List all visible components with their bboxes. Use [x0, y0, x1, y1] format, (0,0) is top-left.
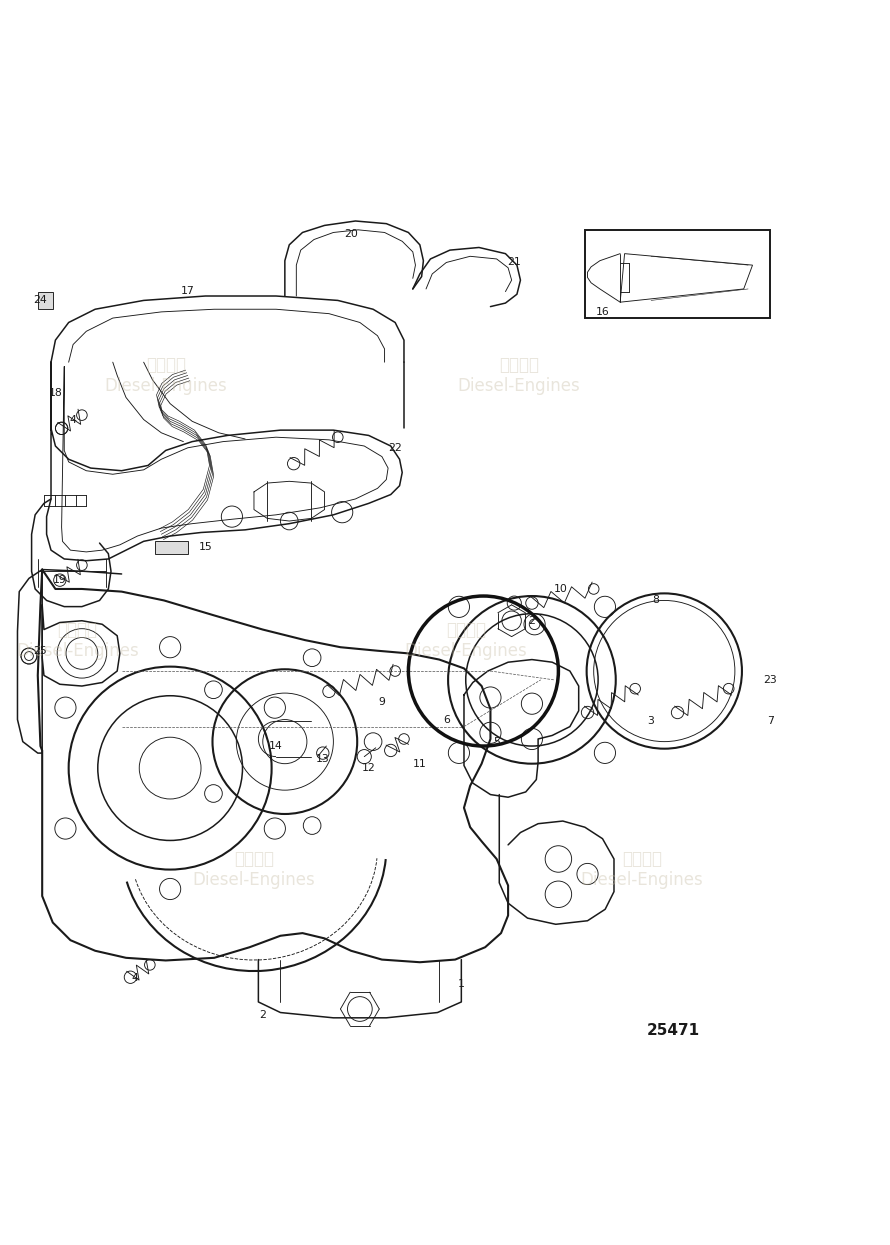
Text: 3: 3: [648, 716, 654, 726]
Text: 10: 10: [554, 584, 568, 594]
Text: 7: 7: [767, 716, 773, 726]
Text: 25471: 25471: [646, 1022, 700, 1037]
Text: 2: 2: [529, 616, 536, 626]
Text: 6: 6: [443, 715, 449, 725]
Text: 2: 2: [259, 1010, 266, 1020]
Bar: [585, 230, 770, 317]
Text: 13: 13: [316, 754, 329, 764]
Text: 紫发动力
Diesel-Engines: 紫发动力 Diesel-Engines: [16, 621, 139, 660]
Text: 4: 4: [132, 974, 138, 984]
Text: 17: 17: [181, 285, 195, 296]
Polygon shape: [620, 254, 753, 303]
Text: 21: 21: [507, 258, 522, 268]
Polygon shape: [37, 291, 53, 309]
Text: 8: 8: [652, 595, 659, 605]
Text: 24: 24: [34, 295, 47, 305]
Text: 紫发动力
Diesel-Engines: 紫发动力 Diesel-Engines: [457, 356, 580, 395]
Text: 4: 4: [69, 415, 77, 425]
Text: 18: 18: [49, 388, 62, 398]
Text: 紫发动力
Diesel-Engines: 紫发动力 Diesel-Engines: [581, 850, 704, 889]
Text: 15: 15: [198, 543, 213, 553]
Text: 紫发动力
Diesel-Engines: 紫发动力 Diesel-Engines: [404, 621, 527, 660]
Text: 23: 23: [764, 675, 777, 685]
Text: 5: 5: [493, 737, 500, 747]
Polygon shape: [155, 542, 188, 554]
Text: 紫发动力
Diesel-Engines: 紫发动力 Diesel-Engines: [192, 850, 315, 889]
Text: 紫发动力
Diesel-Engines: 紫发动力 Diesel-Engines: [104, 356, 227, 395]
Text: 19: 19: [53, 575, 67, 585]
Text: 14: 14: [269, 741, 283, 751]
Text: 16: 16: [595, 306, 610, 317]
Text: 20: 20: [344, 229, 358, 239]
Text: 11: 11: [413, 758, 426, 768]
Text: 12: 12: [362, 763, 376, 773]
Text: 1: 1: [457, 980, 465, 990]
Text: 9: 9: [378, 697, 385, 707]
Text: 25: 25: [34, 646, 47, 656]
Text: 22: 22: [388, 443, 402, 453]
